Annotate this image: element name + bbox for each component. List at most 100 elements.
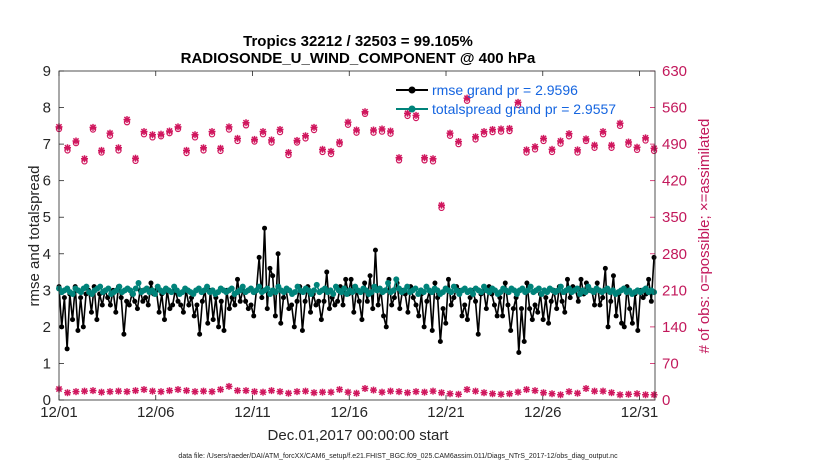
obs-cross-b — [472, 133, 479, 140]
obs-cross-b — [429, 387, 437, 395]
obs-surface-point — [514, 388, 522, 396]
totalspread-point — [390, 287, 397, 294]
y-right-tick-label: 560 — [662, 100, 687, 117]
rmse-point — [508, 328, 514, 334]
rmse-point — [416, 313, 422, 319]
rmse-point — [70, 317, 76, 323]
obs-surface-point — [106, 388, 114, 396]
rmse-point — [524, 280, 530, 286]
rmse-point — [237, 298, 243, 304]
obs-assimilated-point — [72, 137, 80, 145]
rmse-point — [640, 295, 646, 301]
obs-cross-b — [633, 390, 641, 397]
rmse-point — [443, 320, 449, 326]
obs-cross-b — [531, 143, 539, 150]
obs-cross-b — [72, 388, 80, 395]
obs-surface-point — [217, 386, 225, 394]
rmse-point — [251, 313, 257, 319]
rmse-point — [635, 328, 641, 334]
obs-surface-point — [293, 388, 301, 396]
obs-assimilated-point — [242, 119, 250, 127]
obs-cross-b — [225, 123, 233, 131]
obs-assimilated-point — [565, 130, 573, 138]
legend-marker-sample — [408, 86, 416, 94]
obs-cross-b — [591, 387, 598, 395]
obs-cross-b — [370, 386, 377, 394]
rmse-point — [364, 298, 370, 304]
obs-surface-point — [599, 387, 607, 395]
ticks-group: 12/01 12/06 12/11 12/16 12/21 12/26 12/3101234… — [40, 63, 687, 421]
totalspread-point — [535, 285, 542, 292]
rmse-point — [646, 276, 652, 282]
obs-cross-b — [591, 142, 598, 149]
rmse-point — [302, 298, 308, 304]
obs-cross-b — [149, 387, 156, 395]
obs-cross-b — [523, 146, 530, 153]
plot-area — [59, 71, 655, 400]
rmse-point — [99, 302, 105, 308]
obs-surface-point — [582, 385, 590, 393]
rmse-point — [592, 302, 598, 308]
obs-surface-point — [208, 388, 216, 396]
obs-surface-point — [642, 391, 650, 399]
obs-cross-b — [191, 131, 199, 138]
chart-subtitle: RADIOSONDE_U_WIND_COMPONENT @ 400 hPa — [181, 50, 536, 67]
obs-cross-b — [98, 147, 105, 154]
rmse-point — [540, 317, 546, 323]
rmse-point — [462, 302, 468, 308]
obs-assimilated-point — [234, 134, 242, 142]
totalspread-point — [574, 285, 581, 292]
obs-surface-point — [591, 387, 599, 395]
rmse-point — [340, 302, 346, 308]
totalspread-point — [385, 280, 392, 287]
rmse-point — [235, 276, 241, 282]
rmse-point — [448, 302, 454, 308]
obs-cross-b — [140, 128, 148, 135]
rmse-point — [578, 276, 584, 282]
y-right-tick-label: 210 — [662, 282, 687, 299]
x-tick-label: 12/31 — [621, 404, 659, 421]
y-tick-label: 4 — [43, 246, 51, 263]
rmse-point — [389, 302, 395, 308]
obs-assimilated-point — [531, 143, 539, 151]
rmse-point — [413, 302, 419, 308]
totalspread-point — [341, 285, 348, 292]
obs-cross-b — [319, 146, 326, 153]
rmse-point — [562, 309, 568, 315]
obs-assimilated-point — [514, 98, 522, 106]
rmse-point — [500, 313, 506, 319]
rmse-point — [600, 295, 606, 301]
obs-assimilated-point — [64, 144, 72, 152]
rmse-point — [326, 306, 332, 312]
obs-assimilated-point — [200, 144, 208, 152]
obs-surface-point — [540, 389, 548, 397]
rmse-point — [651, 254, 657, 260]
rmse-point — [535, 309, 541, 315]
obs-surface-point — [336, 386, 344, 394]
obs-surface-point — [463, 386, 471, 394]
legend-entry-totalspread: totalspread grand pr = 2.9557 — [396, 101, 616, 117]
y-right-tick-label: 420 — [662, 173, 687, 190]
rmse-point — [259, 295, 265, 301]
totalspread-point — [382, 287, 389, 294]
rmse-point — [459, 313, 465, 319]
obs-assimilated-point — [438, 201, 446, 209]
obs-assimilated-point — [174, 123, 182, 131]
rmse-point — [175, 298, 181, 304]
rmse-point — [527, 306, 533, 312]
obs-cross-b — [259, 128, 267, 135]
obs-cross-b — [353, 390, 360, 397]
obs-assimilated-point — [463, 94, 471, 102]
rmse-point — [381, 313, 387, 319]
totalspread-point — [412, 285, 419, 292]
rmse-point — [362, 280, 368, 286]
obs-surface-point — [531, 387, 539, 395]
obs-cross-b — [472, 387, 479, 395]
legend-label: totalspread grand pr = 2.9557 — [432, 101, 616, 117]
y-right-tick-label: 140 — [662, 319, 687, 336]
rmse-point — [502, 280, 508, 286]
obs-cross-b — [225, 383, 233, 390]
obs-surface-point — [310, 389, 318, 397]
obs-surface-point — [344, 388, 352, 396]
obs-cross-b — [642, 134, 649, 141]
